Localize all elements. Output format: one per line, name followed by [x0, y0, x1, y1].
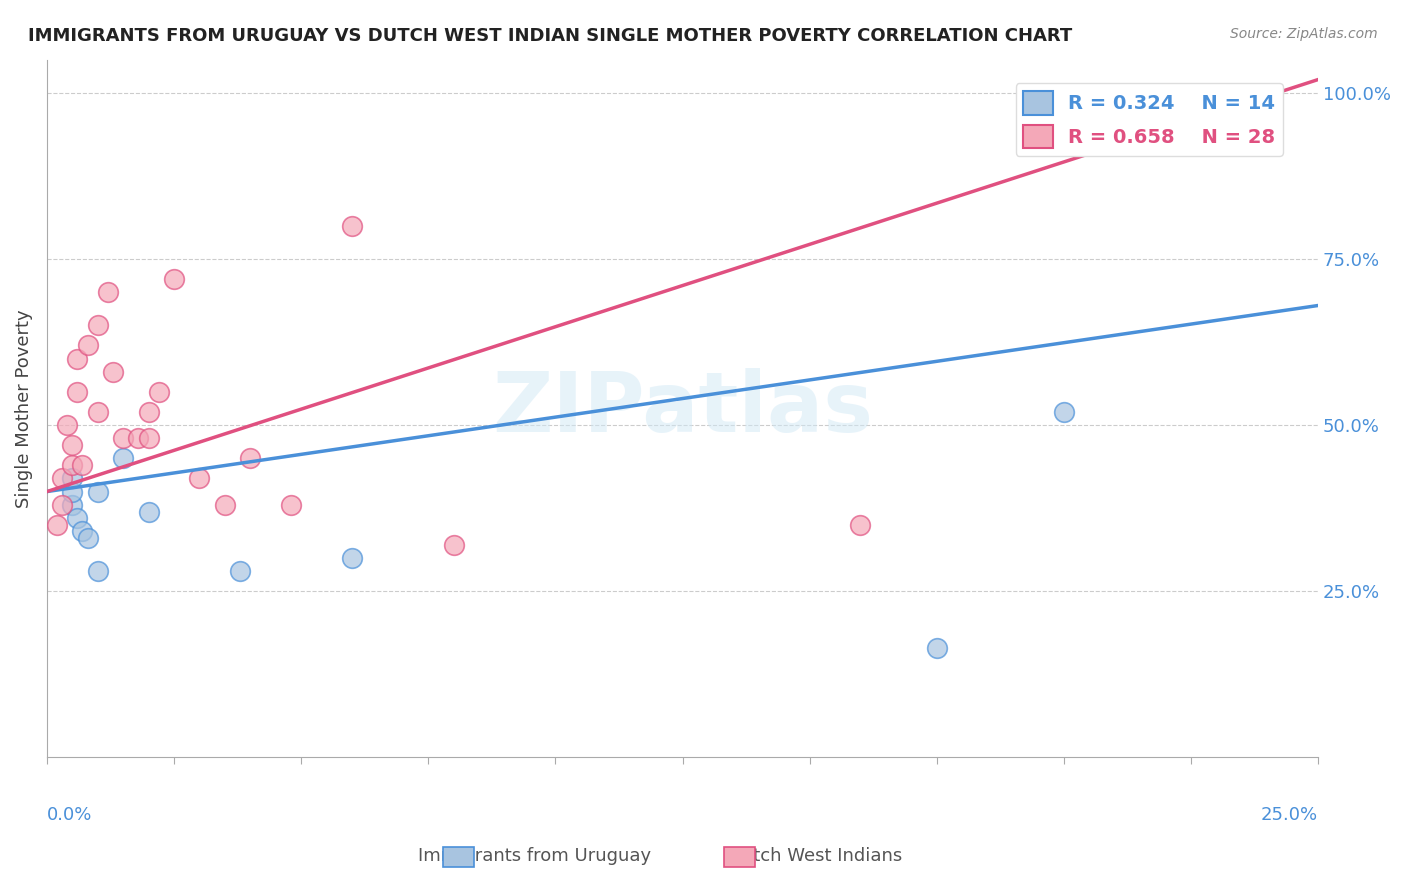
Point [163, 272, 186, 286]
Point [66, 384, 89, 399]
Text: Source: ZipAtlas.com: Source: ZipAtlas.com [1230, 27, 1378, 41]
Point [1053, 405, 1076, 419]
Point [112, 451, 135, 466]
Point [138, 405, 160, 419]
Point [849, 517, 872, 532]
Text: 0.0%: 0.0% [46, 806, 93, 824]
Point [1028, 119, 1050, 133]
Point [87, 405, 110, 419]
Point [87, 484, 110, 499]
Point [46, 517, 69, 532]
Point [66, 351, 89, 366]
Point [87, 564, 110, 578]
Point [340, 551, 363, 566]
Text: IMMIGRANTS FROM URUGUAY VS DUTCH WEST INDIAN SINGLE MOTHER POVERTY CORRELATION C: IMMIGRANTS FROM URUGUAY VS DUTCH WEST IN… [28, 27, 1073, 45]
Text: Immigrants from Uruguay: Immigrants from Uruguay [418, 847, 651, 865]
Point [214, 498, 236, 512]
Point [188, 471, 211, 485]
Point [239, 451, 262, 466]
Point [443, 538, 465, 552]
Point [101, 365, 124, 379]
Point [127, 431, 149, 445]
Point [72, 524, 94, 539]
Point [56, 418, 79, 433]
Point [51, 498, 73, 512]
Point [72, 458, 94, 472]
Point [97, 285, 120, 300]
Point [60, 458, 83, 472]
Point [138, 431, 160, 445]
Point [60, 471, 83, 485]
Point [280, 498, 302, 512]
Point [51, 471, 73, 485]
Point [60, 484, 83, 499]
Point [60, 438, 83, 452]
Point [66, 511, 89, 525]
Point [138, 504, 160, 518]
Point [925, 640, 948, 655]
Point [76, 338, 98, 352]
Point [340, 219, 363, 233]
Text: ZIPatlas: ZIPatlas [492, 368, 873, 449]
Point [229, 564, 252, 578]
Point [87, 318, 110, 333]
Point [60, 498, 83, 512]
Legend: R = 0.324    N = 14, R = 0.658    N = 28: R = 0.324 N = 14, R = 0.658 N = 28 [1015, 83, 1284, 156]
Point [148, 384, 170, 399]
Point [112, 431, 135, 445]
Text: 25.0%: 25.0% [1261, 806, 1319, 824]
Text: Dutch West Indians: Dutch West Indians [728, 847, 903, 865]
Y-axis label: Single Mother Poverty: Single Mother Poverty [15, 310, 32, 508]
Point [76, 531, 98, 545]
